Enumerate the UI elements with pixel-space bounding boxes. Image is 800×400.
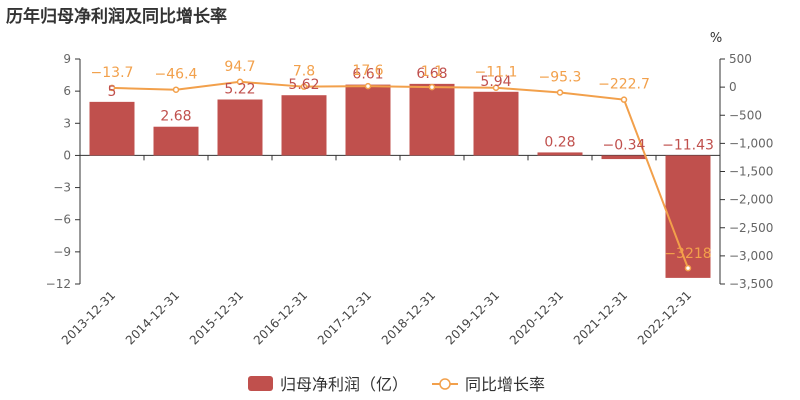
x-tick-label: 2018-12-31 bbox=[379, 288, 438, 347]
growth-point bbox=[364, 82, 372, 90]
bar bbox=[409, 83, 455, 156]
growth-point bbox=[236, 78, 244, 86]
legend-bar-swatch bbox=[248, 376, 273, 391]
growth-value-label: −3218 bbox=[664, 246, 711, 262]
bar-value-label: 6.61 bbox=[352, 67, 383, 83]
y-left-tick-label: 0 bbox=[63, 148, 71, 162]
y-right-tick-label: −500 bbox=[729, 108, 762, 122]
y-right-tick-label: 500 bbox=[729, 52, 752, 66]
growth-point bbox=[108, 84, 116, 92]
y-right-unit-label: % bbox=[710, 31, 722, 46]
growth-point bbox=[300, 83, 308, 90]
x-tick-label: 2020-12-31 bbox=[507, 288, 566, 347]
bar bbox=[281, 95, 327, 156]
y-right-tick-label: −1,000 bbox=[729, 136, 773, 150]
y-right-tick-label: −1,500 bbox=[729, 165, 773, 179]
x-tick-label: 2022-12-31 bbox=[635, 288, 694, 347]
bar bbox=[537, 152, 583, 156]
bar-value-label: −11.43 bbox=[662, 137, 714, 153]
x-tick-label: 2019-12-31 bbox=[443, 288, 502, 347]
y-right-tick-label: −2,500 bbox=[729, 221, 773, 235]
growth-point bbox=[172, 86, 180, 93]
growth-point bbox=[428, 83, 436, 91]
y-left-tick-label: −6 bbox=[53, 213, 71, 227]
growth-value-label: −46.4 bbox=[155, 67, 198, 83]
bar bbox=[153, 126, 199, 156]
bar bbox=[345, 84, 391, 156]
growth-line bbox=[111, 80, 689, 269]
growth-value-label: −222.7 bbox=[598, 77, 650, 93]
growth-value-label: 1.1 bbox=[421, 64, 443, 80]
x-tick-label: 2014-12-31 bbox=[123, 288, 182, 347]
legend-line-marker bbox=[439, 378, 451, 390]
x-tick-label: 2015-12-31 bbox=[187, 288, 246, 347]
bar-value-label: 5.62 bbox=[288, 77, 319, 93]
growth-value-label: −95.3 bbox=[539, 69, 582, 85]
x-tick-label: 2016-12-31 bbox=[251, 288, 310, 347]
y-left-tick-label: −9 bbox=[53, 245, 71, 259]
growth-point bbox=[492, 84, 500, 91]
growth-value-label: −13.7 bbox=[91, 65, 134, 81]
y-right-tick-label: −3,500 bbox=[729, 277, 773, 291]
growth-value-label: −11.1 bbox=[475, 65, 518, 81]
bar-value-label: 5 bbox=[108, 84, 117, 100]
y-left-tick-label: −3 bbox=[53, 181, 71, 195]
x-tick-label: 2017-12-31 bbox=[315, 288, 374, 347]
y-right-tick-label: −2,000 bbox=[729, 193, 773, 207]
bar bbox=[665, 155, 711, 278]
legend: 归母净利润（亿） 同比增长率 bbox=[248, 375, 545, 394]
y-right-tick-label: 0 bbox=[729, 80, 737, 94]
growth-value-label: 94.7 bbox=[224, 59, 255, 75]
legend-line-label: 同比增长率 bbox=[465, 375, 545, 394]
growth-value-label: 17.6 bbox=[352, 63, 383, 79]
y-left-tick-label: 6 bbox=[63, 84, 71, 98]
bar bbox=[217, 99, 263, 156]
growth-point bbox=[684, 264, 692, 272]
y-left-tick-label: 3 bbox=[63, 116, 71, 130]
bar bbox=[89, 101, 135, 156]
y-left-tick-label: 9 bbox=[63, 52, 71, 66]
bar-value-label: 2.68 bbox=[160, 109, 191, 125]
bar-value-label: 5.94 bbox=[480, 74, 511, 90]
growth-point bbox=[620, 96, 628, 103]
growth-value-label: 7.8 bbox=[293, 64, 315, 80]
bar bbox=[601, 155, 647, 160]
bar-value-label: 5.22 bbox=[224, 82, 255, 98]
y-left-tick-label: −12 bbox=[46, 277, 71, 291]
chart-title: 历年归母净利润及同比增长率 bbox=[6, 7, 227, 27]
bar-value-label: 0.28 bbox=[544, 134, 575, 150]
bar-value-label: 6.68 bbox=[416, 66, 447, 82]
bar-value-label: −0.34 bbox=[603, 137, 646, 153]
bar bbox=[473, 91, 519, 156]
x-tick-label: 2013-12-31 bbox=[59, 288, 118, 347]
x-tick-label: 2021-12-31 bbox=[571, 288, 630, 347]
growth-point bbox=[556, 89, 564, 96]
y-right-tick-label: −3,000 bbox=[729, 249, 773, 263]
legend-bar-label: 归母净利润（亿） bbox=[280, 375, 408, 394]
